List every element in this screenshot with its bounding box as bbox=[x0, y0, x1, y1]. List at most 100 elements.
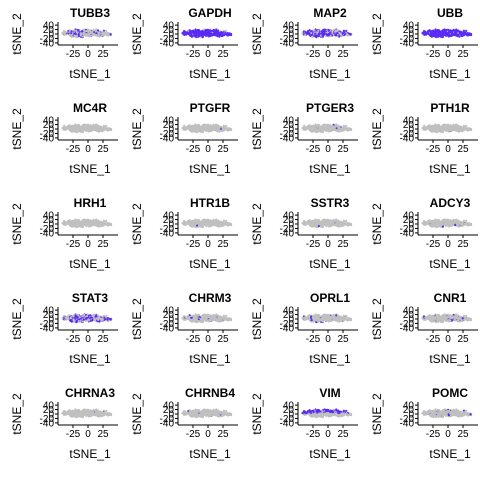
data-point bbox=[64, 221, 68, 224]
data-point bbox=[193, 34, 196, 37]
data-point bbox=[331, 219, 334, 223]
data-point bbox=[430, 128, 433, 132]
data-point bbox=[317, 129, 320, 133]
y-tick-label: 40 bbox=[43, 21, 55, 32]
panel-title: MC4R bbox=[73, 101, 107, 115]
data-point bbox=[220, 129, 223, 133]
data-point bbox=[469, 128, 472, 131]
data-point bbox=[441, 125, 444, 128]
data-point bbox=[434, 32, 437, 35]
data-point bbox=[346, 33, 349, 36]
data-point bbox=[61, 222, 64, 225]
data-point bbox=[95, 32, 98, 35]
data-point bbox=[315, 36, 318, 39]
data-point bbox=[314, 222, 317, 225]
data-point bbox=[335, 29, 338, 32]
x-tick-label: -25 bbox=[66, 144, 81, 155]
data-point bbox=[451, 124, 454, 128]
data-point bbox=[192, 29, 195, 32]
data-point bbox=[96, 29, 100, 32]
data-point bbox=[211, 219, 214, 223]
data-point bbox=[218, 126, 221, 129]
data-point bbox=[197, 29, 200, 32]
data-point bbox=[202, 128, 206, 131]
y-tick-label: -40 bbox=[400, 133, 415, 144]
panel-title: GAPDH bbox=[188, 6, 231, 20]
y-axis-label: tSNE_2 bbox=[10, 108, 24, 150]
x-tick-label: 25 bbox=[457, 49, 469, 60]
x-tick-label: -25 bbox=[306, 239, 321, 250]
data-point bbox=[321, 35, 325, 38]
data-point bbox=[424, 126, 428, 129]
data-point bbox=[81, 35, 85, 38]
panel-title: PTH1R bbox=[430, 101, 470, 115]
data-point bbox=[341, 32, 344, 35]
data-point bbox=[317, 34, 320, 38]
data-point bbox=[81, 130, 85, 133]
data-point bbox=[214, 33, 217, 37]
y-axis-label: tSNE_2 bbox=[370, 13, 384, 55]
y-tick-label: 20 bbox=[163, 25, 175, 36]
data-point bbox=[81, 30, 84, 33]
x-tick-label: -25 bbox=[66, 239, 81, 250]
x-tick-label: -25 bbox=[426, 49, 441, 60]
data-point bbox=[96, 219, 100, 222]
x-axis-label: tSNE_1 bbox=[189, 67, 231, 81]
data-point bbox=[201, 220, 204, 223]
data-point bbox=[77, 34, 80, 38]
data-point bbox=[215, 29, 218, 32]
x-tick-label: 25 bbox=[97, 239, 109, 250]
data-point bbox=[341, 127, 344, 130]
data-point bbox=[340, 34, 343, 38]
data-point bbox=[317, 224, 320, 228]
data-point bbox=[313, 129, 316, 132]
data-point bbox=[336, 29, 340, 32]
data-point bbox=[220, 224, 223, 228]
data-point bbox=[346, 128, 349, 131]
data-point bbox=[434, 127, 437, 130]
data-point bbox=[105, 29, 108, 32]
data-point bbox=[343, 223, 347, 226]
x-tick-label: -25 bbox=[66, 49, 81, 60]
x-tick-label: 25 bbox=[337, 144, 349, 155]
data-point bbox=[220, 34, 223, 38]
data-point bbox=[194, 127, 197, 130]
data-point bbox=[181, 222, 184, 225]
data-point bbox=[98, 31, 101, 34]
data-point bbox=[61, 127, 64, 130]
data-point bbox=[349, 128, 352, 131]
data-point bbox=[194, 222, 197, 225]
panel-title: PTGFR bbox=[190, 101, 231, 115]
x-tick-label: 0 bbox=[205, 239, 211, 250]
data-point bbox=[190, 223, 193, 227]
data-point bbox=[442, 128, 446, 131]
data-point bbox=[454, 128, 457, 132]
data-point bbox=[101, 222, 104, 225]
data-point bbox=[349, 33, 352, 36]
x-axis-label: tSNE_1 bbox=[69, 67, 111, 81]
data-point bbox=[103, 33, 107, 36]
x-tick-label: 0 bbox=[205, 144, 211, 155]
data-point bbox=[317, 124, 320, 127]
x-tick-label: -25 bbox=[306, 49, 321, 60]
data-point bbox=[82, 223, 86, 226]
data-point bbox=[109, 223, 112, 226]
data-point bbox=[64, 31, 68, 34]
data-point bbox=[317, 29, 320, 32]
x-tick-label: 25 bbox=[97, 49, 109, 60]
y-tick-label: -40 bbox=[40, 38, 55, 49]
data-point bbox=[346, 223, 349, 226]
data-point bbox=[461, 32, 464, 35]
data-point bbox=[98, 126, 101, 129]
x-tick-label: 25 bbox=[337, 49, 349, 60]
y-axis-label: tSNE_2 bbox=[10, 203, 24, 245]
data-point bbox=[201, 125, 204, 128]
data-point bbox=[207, 34, 210, 37]
data-point bbox=[201, 35, 205, 38]
data-point bbox=[202, 223, 206, 226]
data-point bbox=[310, 128, 313, 132]
x-axis-label: tSNE_1 bbox=[429, 162, 471, 176]
data-point bbox=[100, 224, 103, 228]
data-point bbox=[433, 34, 436, 37]
data-point bbox=[331, 124, 334, 128]
